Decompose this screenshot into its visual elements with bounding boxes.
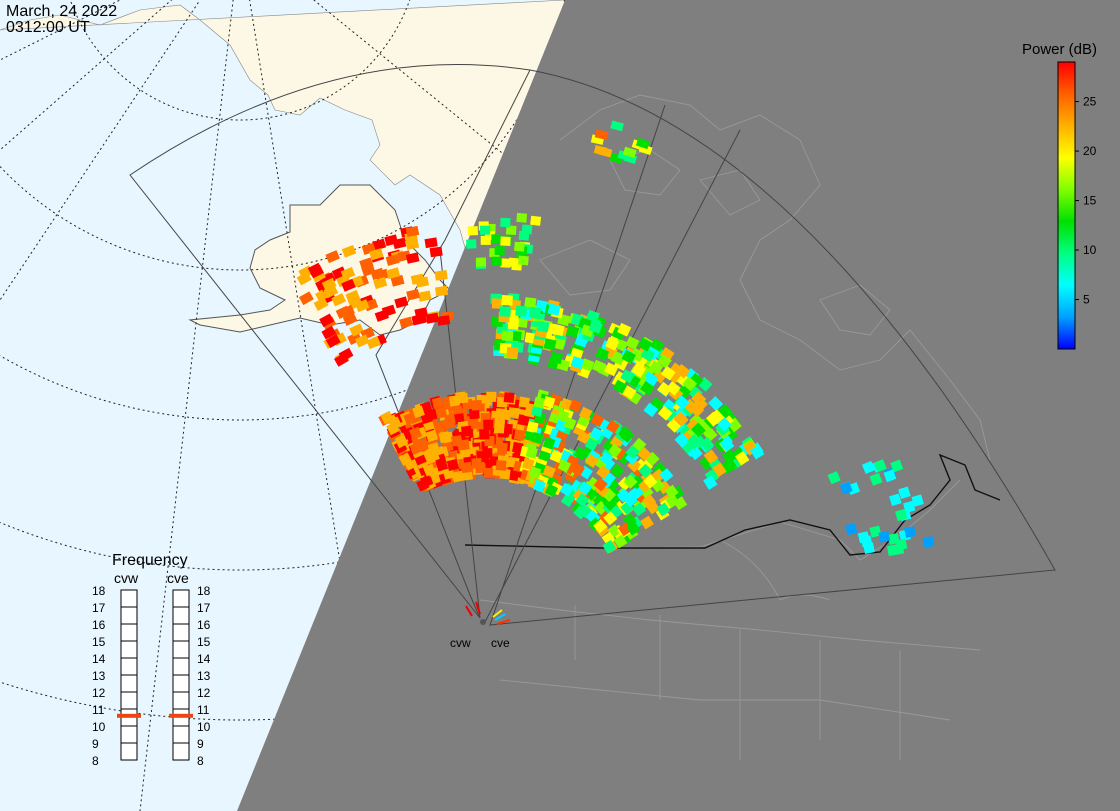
freq-radar-label-cvw: cvw bbox=[114, 570, 139, 586]
freq-marker-cve bbox=[169, 713, 193, 718]
colorbar-tick-label: 10 bbox=[1083, 243, 1097, 257]
freq-tick-label: 15 bbox=[92, 635, 106, 649]
freq-tick-label: 16 bbox=[92, 618, 106, 632]
freq-tick-label: 13 bbox=[92, 669, 106, 683]
power-colorbar: Power (dB) 5 10 15 20 25 bbox=[1022, 41, 1097, 350]
time-label: 0312:00 UT bbox=[6, 19, 90, 36]
backscatter-cells bbox=[296, 120, 935, 557]
freq-marker-cvw bbox=[117, 713, 141, 718]
freq-tick-label: 9 bbox=[92, 737, 99, 751]
colorbar-tick-label: 20 bbox=[1083, 144, 1097, 158]
freq-tick-label: 12 bbox=[197, 686, 211, 700]
freq-tick-label: 17 bbox=[197, 601, 211, 615]
freq-radar-label-cve: cve bbox=[167, 570, 189, 586]
colorbar-tick-label: 15 bbox=[1083, 194, 1097, 208]
freq-tick-label: 10 bbox=[92, 720, 106, 734]
radar-site-markers: cvw cve bbox=[450, 601, 511, 650]
freq-tick-label: 16 bbox=[197, 618, 211, 632]
freq-tick-label: 12 bbox=[92, 686, 106, 700]
freq-tick-label: 8 bbox=[92, 754, 99, 768]
site-label-cve: cve bbox=[491, 636, 510, 650]
freq-tick-label: 18 bbox=[92, 584, 106, 598]
freq-tick-label: 9 bbox=[197, 737, 204, 751]
freq-tick-label: 14 bbox=[197, 652, 211, 666]
freq-tick-label: 17 bbox=[92, 601, 106, 615]
colorbar-title: Power (dB) bbox=[1022, 41, 1097, 58]
freq-tick-label: 14 bbox=[92, 652, 106, 666]
freq-tick-label: 10 bbox=[197, 720, 211, 734]
us-canada-border bbox=[464, 453, 1001, 556]
freq-tick-label: 13 bbox=[197, 669, 211, 683]
date-label: March, 24 2022 bbox=[6, 3, 117, 20]
site-label-cvw: cvw bbox=[450, 636, 471, 650]
radar-fov-outlines bbox=[129, 64, 1056, 626]
freq-tick-label: 11 bbox=[197, 703, 210, 717]
freq-tick-label: 8 bbox=[197, 754, 204, 768]
freq-tick-label: 18 bbox=[197, 584, 211, 598]
frequency-panel: Frequency cvw cve 18 17 16 15 14 13 12 11 10 9 8 18… bbox=[92, 552, 211, 768]
freq-tick-label: 15 bbox=[197, 635, 211, 649]
colorbar-tick-label: 25 bbox=[1083, 95, 1097, 109]
colorbar-gradient bbox=[1057, 61, 1076, 350]
frequency-title: Frequency bbox=[112, 552, 188, 569]
freq-tick-label: 11 bbox=[92, 703, 105, 717]
colorbar-tick-label: 5 bbox=[1083, 293, 1090, 307]
